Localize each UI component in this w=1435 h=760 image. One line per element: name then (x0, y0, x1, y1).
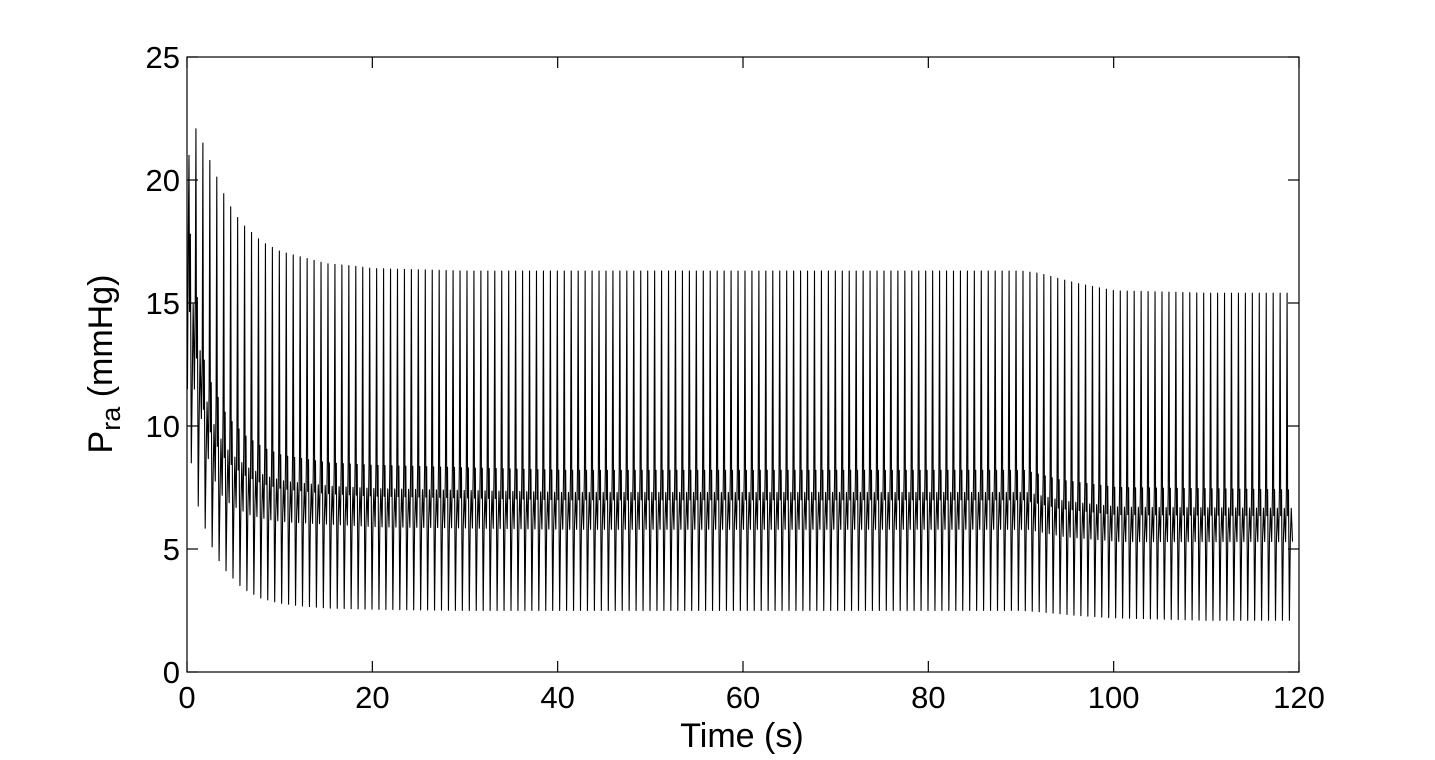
data-layer (186, 128, 1294, 621)
y-tick-label: 0 (163, 655, 180, 690)
y-axis-label-main: P (82, 431, 120, 454)
x-tick-label: 80 (911, 680, 945, 715)
x-tick-label: 120 (1273, 680, 1325, 715)
plot-frame (186, 56, 1300, 673)
y-axis-label-subscript: ra (96, 406, 126, 431)
x-tick-label: 60 (726, 680, 760, 715)
x-tick-label: 100 (1088, 680, 1140, 715)
y-tick-label: 20 (146, 163, 180, 198)
y-tick-label: 10 (146, 409, 180, 444)
x-tick-label: 40 (540, 680, 574, 715)
series-line (186, 128, 1294, 621)
x-tick-label: 20 (355, 680, 389, 715)
y-tick-label: 15 (146, 286, 180, 321)
x-tick-label: 0 (178, 680, 195, 715)
y-tick-label: 5 (163, 532, 180, 567)
y-axis-label: Pra (mmHg) (82, 275, 126, 454)
x-axis-label: Time (s) (680, 717, 803, 755)
y-tick-label: 25 (146, 40, 180, 75)
y-axis-label-unit: (mmHg) (82, 275, 120, 407)
ticks-layer: 0 20 40 60 80 100 120 0 5 10 15 20 25 (146, 40, 1325, 715)
plot-area (187, 57, 1299, 672)
